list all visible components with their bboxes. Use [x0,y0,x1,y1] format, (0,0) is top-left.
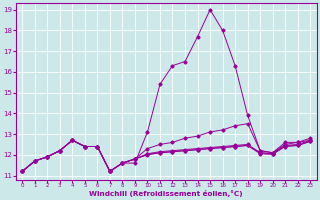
X-axis label: Windchill (Refroidissement éolien,°C): Windchill (Refroidissement éolien,°C) [89,190,243,197]
